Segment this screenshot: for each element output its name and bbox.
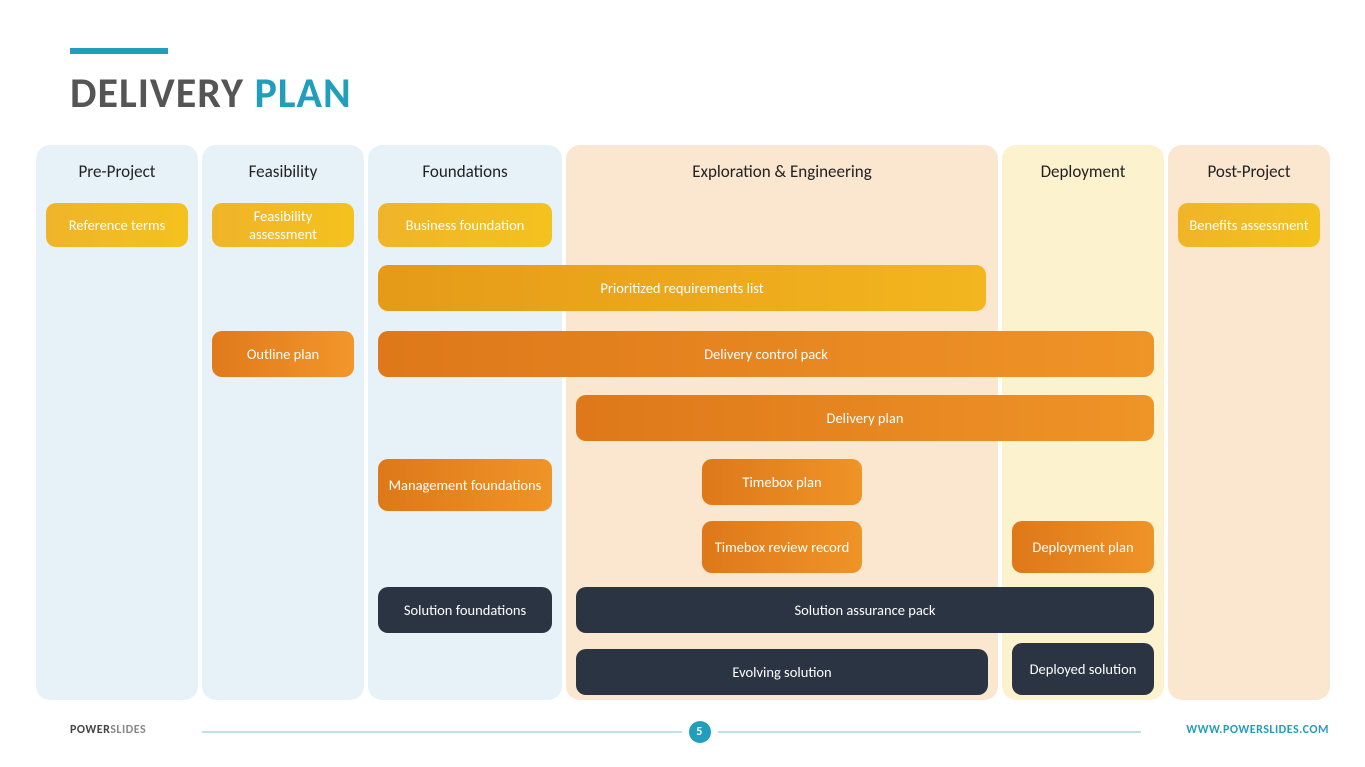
- block-business-foundation: Business foundation: [378, 203, 552, 247]
- block-evolving-solution: Evolving solution: [576, 649, 988, 695]
- footer-brand: POWERSLIDES: [70, 723, 146, 737]
- block-feasibility-assessment: Feasibility assessment: [212, 203, 354, 247]
- footer-brand-2: SLIDES: [110, 723, 146, 737]
- block-outline-plan: Outline plan: [212, 331, 354, 377]
- block-solution-foundations: Solution foundations: [378, 587, 552, 633]
- block-deployment-plan: Deployment plan: [1012, 521, 1154, 573]
- block-delivery-plan: Delivery plan: [576, 395, 1154, 441]
- block-reference-terms: Reference terms: [46, 203, 188, 247]
- title-part-2: PLAN: [254, 68, 351, 119]
- block-solution-assurance-pack: Solution assurance pack: [576, 587, 1154, 633]
- footer-brand-1: POWER: [70, 723, 110, 737]
- page-title: DELIVERY PLAN: [70, 68, 352, 119]
- block-timebox-plan: Timebox plan: [702, 459, 862, 505]
- title-accent-bar: [70, 48, 168, 54]
- page-number-badge: 5: [689, 721, 711, 743]
- page-number: 5: [696, 725, 703, 739]
- footer-line-right: [718, 731, 1142, 733]
- footer-line-left: [202, 731, 682, 733]
- block-timebox-review-record: Timebox review record: [702, 521, 862, 573]
- footer-url: WWW.POWERSLIDES.COM: [1186, 723, 1329, 737]
- blocks-layer: Reference terms Feasibility assessment Bus…: [36, 145, 1332, 700]
- title-part-1: DELIVERY: [70, 68, 244, 119]
- block-delivery-control-pack: Delivery control pack: [378, 331, 1154, 377]
- block-prioritized-req-list: Prioritized requirements list: [378, 265, 986, 311]
- footer: POWERSLIDES 5 WWW.POWERSLIDES.COM: [70, 721, 1329, 743]
- block-management-foundations: Management foundations: [378, 459, 552, 511]
- block-benefits-assessment: Benefits assessment: [1178, 203, 1320, 247]
- block-deployed-solution: Deployed solution: [1012, 643, 1154, 695]
